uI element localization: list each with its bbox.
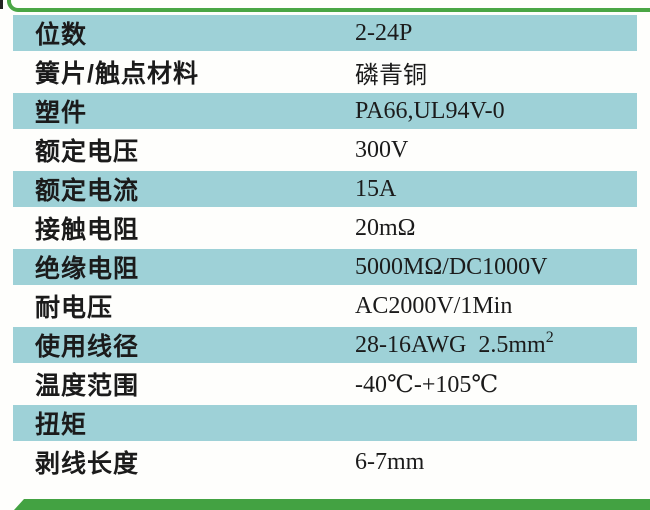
spec-label: 位数 <box>35 21 88 49</box>
spec-value: 300V <box>355 136 409 163</box>
spec-value: 20mΩ <box>355 214 416 241</box>
spec-row-plastic-part: 塑件 PA66,UL94V-0 <box>13 93 637 129</box>
spec-label: 额定电流 <box>35 177 140 205</box>
spec-row-wire-gauge: 使用线径 28-16AWG 2.5mm2 <box>13 327 637 363</box>
spec-label: 塑件 <box>35 99 88 127</box>
spec-label: 绝缘电阻 <box>35 255 140 283</box>
spec-row-contact-resistance: 接触电阻 20mΩ <box>13 210 637 246</box>
spec-row-torque: 扭矩 <box>13 405 637 441</box>
spec-value: 2-24P <box>355 19 413 46</box>
spec-row-contact-material: 簧片/触点材料 磷青铜 <box>13 54 637 90</box>
spec-label: 剥线长度 <box>35 450 140 478</box>
spec-value: 15A <box>355 175 397 202</box>
bottom-accent-bar <box>14 499 650 510</box>
spec-label: 耐电压 <box>35 294 114 322</box>
spec-label: 额定电压 <box>35 138 140 166</box>
spec-value: 磷青铜 <box>355 62 427 89</box>
top-left-edge-artifact <box>0 0 3 9</box>
spec-value: AC2000V/1Min <box>355 292 513 319</box>
spec-label: 扭矩 <box>35 411 88 439</box>
spec-row-insulation-resistance: 绝缘电阻 5000MΩ/DC1000V <box>13 249 637 285</box>
spec-value: PA66,UL94V-0 <box>355 97 505 124</box>
spec-label: 接触电阻 <box>35 216 140 244</box>
spec-table: 位数 2-24P 簧片/触点材料 磷青铜 塑件 PA66,UL94V-0 额定电… <box>13 15 637 483</box>
spec-value: 28-16AWG 2.5mm <box>355 331 546 358</box>
spec-row-pin-count: 位数 2-24P <box>13 15 637 51</box>
spec-label: 簧片/触点材料 <box>35 60 199 88</box>
spec-value: -40℃-+105℃ <box>355 371 499 398</box>
spec-row-withstand-voltage: 耐电压 AC2000V/1Min <box>13 288 637 324</box>
top-frame-border <box>7 0 650 12</box>
spec-row-rated-current: 额定电流 15A <box>13 171 637 207</box>
spec-value: 6-7mm <box>355 448 425 475</box>
spec-row-temperature-range: 温度范围 -40℃-+105℃ <box>13 366 637 402</box>
spec-value: 5000MΩ/DC1000V <box>355 253 548 280</box>
spec-value-superscript: 2 <box>545 328 554 346</box>
spec-row-rated-voltage: 额定电压 300V <box>13 132 637 168</box>
spec-label: 温度范围 <box>35 372 140 400</box>
spec-row-strip-length: 剥线长度 6-7mm <box>13 444 637 480</box>
spec-label: 使用线径 <box>35 333 140 361</box>
